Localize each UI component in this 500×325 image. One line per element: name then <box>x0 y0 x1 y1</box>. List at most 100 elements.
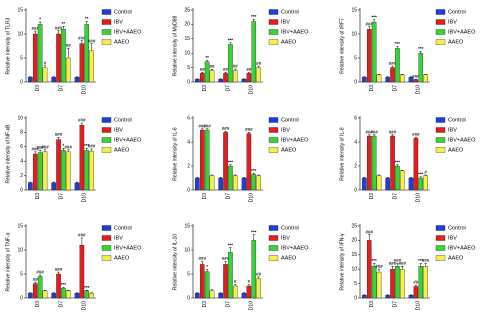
legend-label: AAEO <box>448 39 464 45</box>
significance-label: ### <box>36 270 44 275</box>
legend-swatch <box>101 245 112 251</box>
bar <box>413 138 419 191</box>
x-tick-label: D10 <box>416 301 422 310</box>
significance-label: * <box>39 17 41 22</box>
significance-label: ### <box>412 132 420 137</box>
bar <box>89 150 94 191</box>
legend-swatch <box>268 117 279 123</box>
legend-swatch <box>435 245 446 251</box>
bar <box>366 135 372 191</box>
legend-label: IBV+AAEO <box>448 29 476 35</box>
legend-swatch <box>435 127 446 133</box>
y-tick-label: 5 <box>187 65 190 71</box>
bar <box>385 177 390 191</box>
legend-swatch <box>268 235 279 241</box>
x-tick-label: D7 <box>225 193 231 200</box>
x-tick-label: D3 <box>369 193 375 200</box>
significance-label: ** <box>62 21 66 26</box>
x-tick-label: D10 <box>416 85 422 94</box>
bar <box>89 50 94 83</box>
bar <box>423 175 428 191</box>
x-tick-label: D10 <box>82 193 88 202</box>
legend-label: Control <box>114 117 132 123</box>
bar <box>28 293 33 299</box>
bar <box>413 286 419 299</box>
legend-label: IBV <box>281 19 290 25</box>
bar <box>418 177 424 191</box>
bar <box>28 182 33 191</box>
x-tick-label: D3 <box>35 193 41 200</box>
significance-label: ### <box>78 118 86 123</box>
bar <box>209 290 215 299</box>
bar <box>256 67 261 83</box>
legend-label: IBV <box>281 127 290 133</box>
legend-swatch <box>435 255 446 261</box>
bar <box>37 276 43 299</box>
legend-swatch <box>268 29 279 35</box>
significance-label: ## <box>66 43 72 48</box>
x-tick-label: D10 <box>82 301 88 310</box>
y-tick-label: 15 <box>17 7 23 13</box>
y-axis-label: Relative intensity of IFN-γ <box>339 233 345 290</box>
y-tick-label: 10 <box>184 247 190 253</box>
bar <box>218 177 223 191</box>
y-tick-label: 25 <box>351 223 357 229</box>
y-tick-label: 15 <box>17 223 23 229</box>
bar <box>218 78 223 83</box>
bar <box>51 182 56 191</box>
bar <box>209 70 215 83</box>
significance-label: *** <box>228 159 234 164</box>
legend-swatch <box>101 137 112 143</box>
significance-label: ### <box>389 261 397 266</box>
bar <box>256 278 261 299</box>
bar <box>362 77 367 83</box>
y-tick-label: 6 <box>354 115 357 121</box>
bar <box>84 24 90 83</box>
legend-swatch <box>101 225 112 231</box>
significance-label: ### <box>399 261 407 266</box>
y-tick-label: 10 <box>17 115 23 121</box>
significance-label: ## <box>256 272 262 277</box>
legend-label: IBV <box>281 235 290 241</box>
x-tick-label: D7 <box>58 301 64 308</box>
bar <box>204 271 210 299</box>
bar <box>37 152 43 191</box>
legend-swatch <box>435 117 446 123</box>
y-tick-label: 0 <box>187 295 190 301</box>
significance-label: ## <box>209 64 215 69</box>
legend-swatch <box>101 147 112 153</box>
bar <box>66 290 71 299</box>
significance-label: ### <box>394 258 402 263</box>
y-tick-label: 8 <box>20 130 23 136</box>
bar <box>366 240 372 299</box>
y-tick-label: 4 <box>187 139 190 145</box>
legend-label: IBV+AAEO <box>448 245 476 251</box>
bar <box>395 266 400 299</box>
legend-label: Control <box>114 9 132 15</box>
legend-swatch <box>268 255 279 261</box>
legend-label: Control <box>448 225 466 231</box>
bar <box>79 125 85 191</box>
bar <box>423 74 428 83</box>
legend-swatch <box>268 9 279 15</box>
bar <box>199 129 205 191</box>
bar <box>195 293 200 299</box>
significance-label: *** <box>84 143 90 148</box>
significance-label: ** <box>85 16 89 21</box>
significance-label: ### <box>36 145 44 150</box>
significance-label: ### <box>222 256 230 261</box>
y-tick-label: 0 <box>187 79 190 85</box>
y-tick-label: 15 <box>351 7 357 13</box>
x-tick-label: D7 <box>392 85 398 92</box>
legend-label: AAEO <box>448 255 464 261</box>
y-tick-label: 2 <box>187 163 190 169</box>
legend-label: Control <box>281 117 299 123</box>
bar <box>204 129 210 191</box>
bar <box>241 177 247 191</box>
bar <box>79 43 85 83</box>
x-tick-label: D7 <box>225 85 231 92</box>
significance-label: *** <box>228 38 234 43</box>
legend-label: IBV <box>114 19 123 25</box>
significance-label: ### <box>31 26 39 31</box>
